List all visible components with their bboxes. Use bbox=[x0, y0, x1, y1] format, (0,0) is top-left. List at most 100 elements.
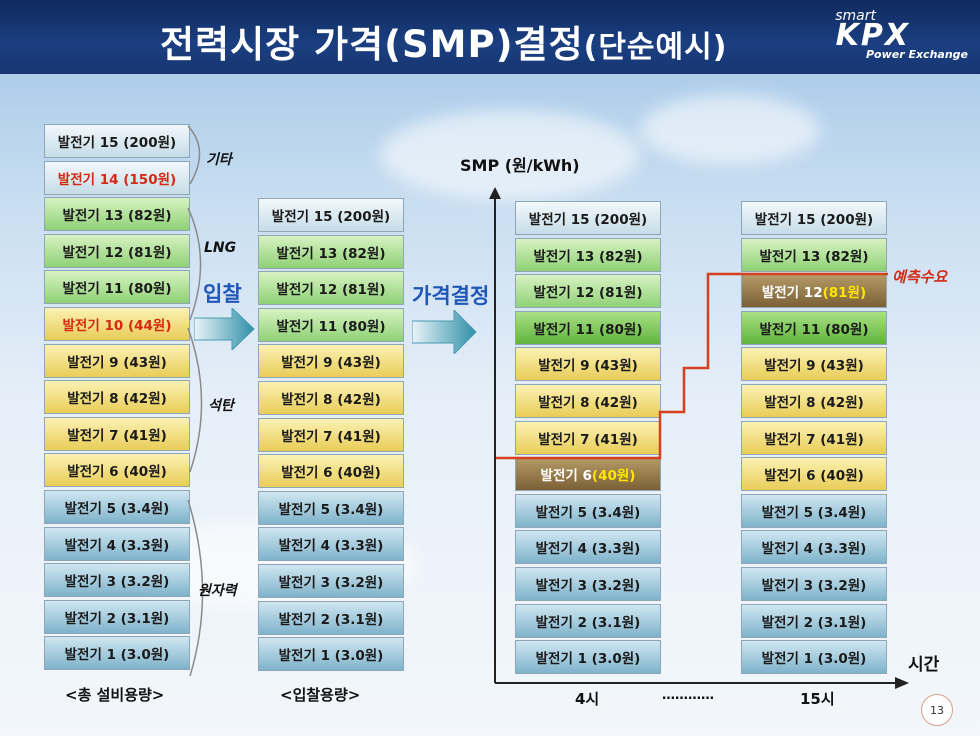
generator-block: 발전기 5 (3.4원) bbox=[515, 493, 661, 528]
chart-axes bbox=[489, 187, 909, 689]
generator-label: 발전기 13 (82원) bbox=[62, 208, 172, 225]
generator-block: 발전기 2 (3.1원) bbox=[515, 603, 661, 638]
generator-label: 발전기 4 (3.3원) bbox=[278, 538, 384, 555]
generator-label: 발전기 9 (43원) bbox=[281, 355, 381, 372]
generator-label: 발전기 11 (80원) bbox=[533, 321, 643, 338]
generator-block: 발전기 15 (200원) bbox=[44, 124, 190, 158]
generator-label: 발전기 2 (3.1원) bbox=[761, 614, 867, 631]
price-arrow-icon bbox=[412, 310, 477, 354]
generator-block: 발전기 4 (3.3원) bbox=[258, 527, 404, 562]
bracket-nuclear bbox=[187, 499, 204, 677]
generator-label: 발전기 8 (42원) bbox=[281, 392, 381, 408]
total-capacity-caption: <총 설비용량> bbox=[65, 686, 165, 704]
generator-label: 발전기 6 (40원) bbox=[281, 465, 381, 482]
generator-block: 발전기 4 (3.3원) bbox=[515, 530, 661, 565]
generator-label: 발전기 5 (3.4원) bbox=[761, 504, 867, 521]
generator-label: 발전기 15 (200원) bbox=[528, 212, 648, 228]
generator-label: 발전기 12 (81원) bbox=[533, 285, 643, 302]
generator-label: 발전기 8 (42원) bbox=[67, 391, 167, 408]
cloud-decoration bbox=[380, 110, 640, 200]
kpx-logo: KPX bbox=[835, 18, 910, 53]
generator-block: 발전기 3 (3.2원) bbox=[515, 567, 661, 601]
generator-label: 발전기 12 (81원) bbox=[276, 282, 386, 299]
y-axis-arrowhead bbox=[489, 187, 501, 199]
generator-label: 발전기 12 bbox=[761, 285, 823, 302]
generator-block: 발전기 6 (40원) bbox=[515, 457, 661, 492]
generator-label: 발전기 7 (41원) bbox=[281, 428, 381, 445]
generator-label: 발전기 3 (3.2원) bbox=[761, 578, 867, 594]
generator-label: 발전기 7 (41원) bbox=[538, 431, 638, 448]
generator-block: 발전기 6 (40원) bbox=[741, 457, 887, 492]
generator-block: 발전기 9 (43원) bbox=[515, 347, 661, 382]
generator-label: 발전기 5 (3.4원) bbox=[64, 501, 170, 517]
generator-block: 발전기 8 (42원) bbox=[741, 384, 887, 418]
bid-arrow-icon bbox=[194, 308, 255, 350]
forecast-demand-label: 예측수요 bbox=[892, 268, 948, 286]
generator-block: 발전기 6 (40원) bbox=[258, 454, 404, 489]
fuel-label-coal: 석탄 bbox=[208, 398, 234, 414]
fuel-label-nuclear: 원자력 bbox=[198, 583, 237, 599]
generator-block: 발전기 5 (3.4원) bbox=[741, 493, 887, 528]
generator-label: 발전기 7 (41원) bbox=[764, 431, 864, 448]
generator-block: 발전기 9 (43원) bbox=[741, 347, 887, 382]
generator-block: 발전기 12 (81원) bbox=[515, 274, 661, 309]
generator-label: 발전기 1 (3.0원) bbox=[278, 648, 384, 665]
generator-label: 발전기 14 (150원) bbox=[57, 171, 177, 188]
generator-block: 발전기 4 (3.3원) bbox=[44, 526, 190, 561]
generator-label: 발전기 2 (3.1원) bbox=[278, 611, 384, 628]
generator-block: 발전기 14 (150원) bbox=[44, 160, 190, 195]
logo-smart-text: smart bbox=[835, 8, 876, 24]
generator-label: 발전기 4 (3.3원) bbox=[535, 541, 641, 558]
generator-block: 발전기 10 (44원) bbox=[44, 307, 190, 341]
generator-label: 발전기 12 (81원) bbox=[62, 244, 172, 261]
generator-block: 발전기 11 (80원) bbox=[258, 307, 404, 342]
bid-capacity-caption: <입찰용량> bbox=[280, 686, 361, 704]
generator-label: 발전기 9 (43원) bbox=[764, 358, 864, 375]
generator-label: 발전기 3 (3.2원) bbox=[278, 575, 384, 591]
generator-block: 발전기 13 (82원) bbox=[741, 237, 887, 272]
generator-label: 발전기 9 (43원) bbox=[538, 358, 638, 375]
generator-label: 발전기 1 (3.0원) bbox=[761, 651, 867, 668]
generator-label: 발전기 11 (80원) bbox=[276, 318, 386, 335]
generator-block: 발전기 8 (42원) bbox=[44, 380, 190, 415]
generator-label: 발전기 13 (82원) bbox=[276, 245, 386, 262]
generator-block: 발전기 1 (3.0원) bbox=[44, 636, 190, 671]
generator-block: 발전기 11 (80원) bbox=[44, 270, 190, 305]
logo-tagline: Power Exchange bbox=[865, 48, 968, 61]
title-bar: 전력시장 가격(SMP)결정(단순예시) smart KPX Power Exc… bbox=[0, 0, 980, 74]
generator-label: 발전기 7 (41원) bbox=[67, 427, 167, 444]
fuel-brackets bbox=[187, 125, 204, 677]
generator-block: 발전기 8 (42원) bbox=[515, 384, 661, 418]
generator-block: 발전기 2 (3.1원) bbox=[258, 600, 404, 635]
title-main: 전력시장 가격(SMP)결정 bbox=[160, 23, 584, 66]
title-sub: (단순예시) bbox=[583, 30, 728, 65]
demand-line bbox=[496, 272, 888, 460]
generator-label: 발전기 11 (80원) bbox=[62, 281, 172, 298]
generator-label: 발전기 15 (200원) bbox=[271, 209, 391, 225]
generator-block: 발전기 6 (40원) bbox=[44, 453, 190, 488]
fuel-label-lng: LNG bbox=[204, 240, 237, 256]
y-axis-label: SMP (원/kWh) bbox=[460, 156, 580, 175]
generator-label: 발전기 2 (3.1원) bbox=[535, 614, 641, 631]
price-decision-label: 가격결정 bbox=[412, 284, 490, 308]
generator-label: 발전기 15 (200원) bbox=[57, 135, 177, 151]
generator-block: 발전기 13 (82원) bbox=[44, 197, 190, 232]
time-label-4h: 4시 bbox=[575, 690, 600, 708]
fuel-label-other: 기타 bbox=[206, 152, 232, 168]
generator-block: 발전기 7 (41원) bbox=[741, 420, 887, 455]
generator-block: 발전기 3 (3.2원) bbox=[44, 563, 190, 598]
bracket-coal bbox=[187, 327, 203, 473]
generator-block: 발전기 15 (200원) bbox=[741, 201, 887, 235]
cloud-decoration bbox=[640, 95, 820, 165]
generator-block: 발전기 2 (3.1원) bbox=[741, 603, 887, 638]
bid-label: 입찰 bbox=[203, 282, 242, 306]
bracket-other bbox=[187, 125, 201, 185]
generator-label: 발전기 3 (3.2원) bbox=[64, 574, 170, 591]
generator-block: 발전기 8 (42원) bbox=[258, 381, 404, 415]
generator-block: 발전기 7 (41원) bbox=[258, 417, 404, 452]
generator-label: 발전기 5 (3.4원) bbox=[278, 501, 384, 518]
page-number: 13 bbox=[921, 694, 953, 726]
generator-block: 발전기 1 (3.0원) bbox=[258, 637, 404, 672]
generator-block: 발전기 13 (82원) bbox=[515, 237, 661, 272]
generator-label: 발전기 4 (3.3원) bbox=[64, 537, 170, 554]
